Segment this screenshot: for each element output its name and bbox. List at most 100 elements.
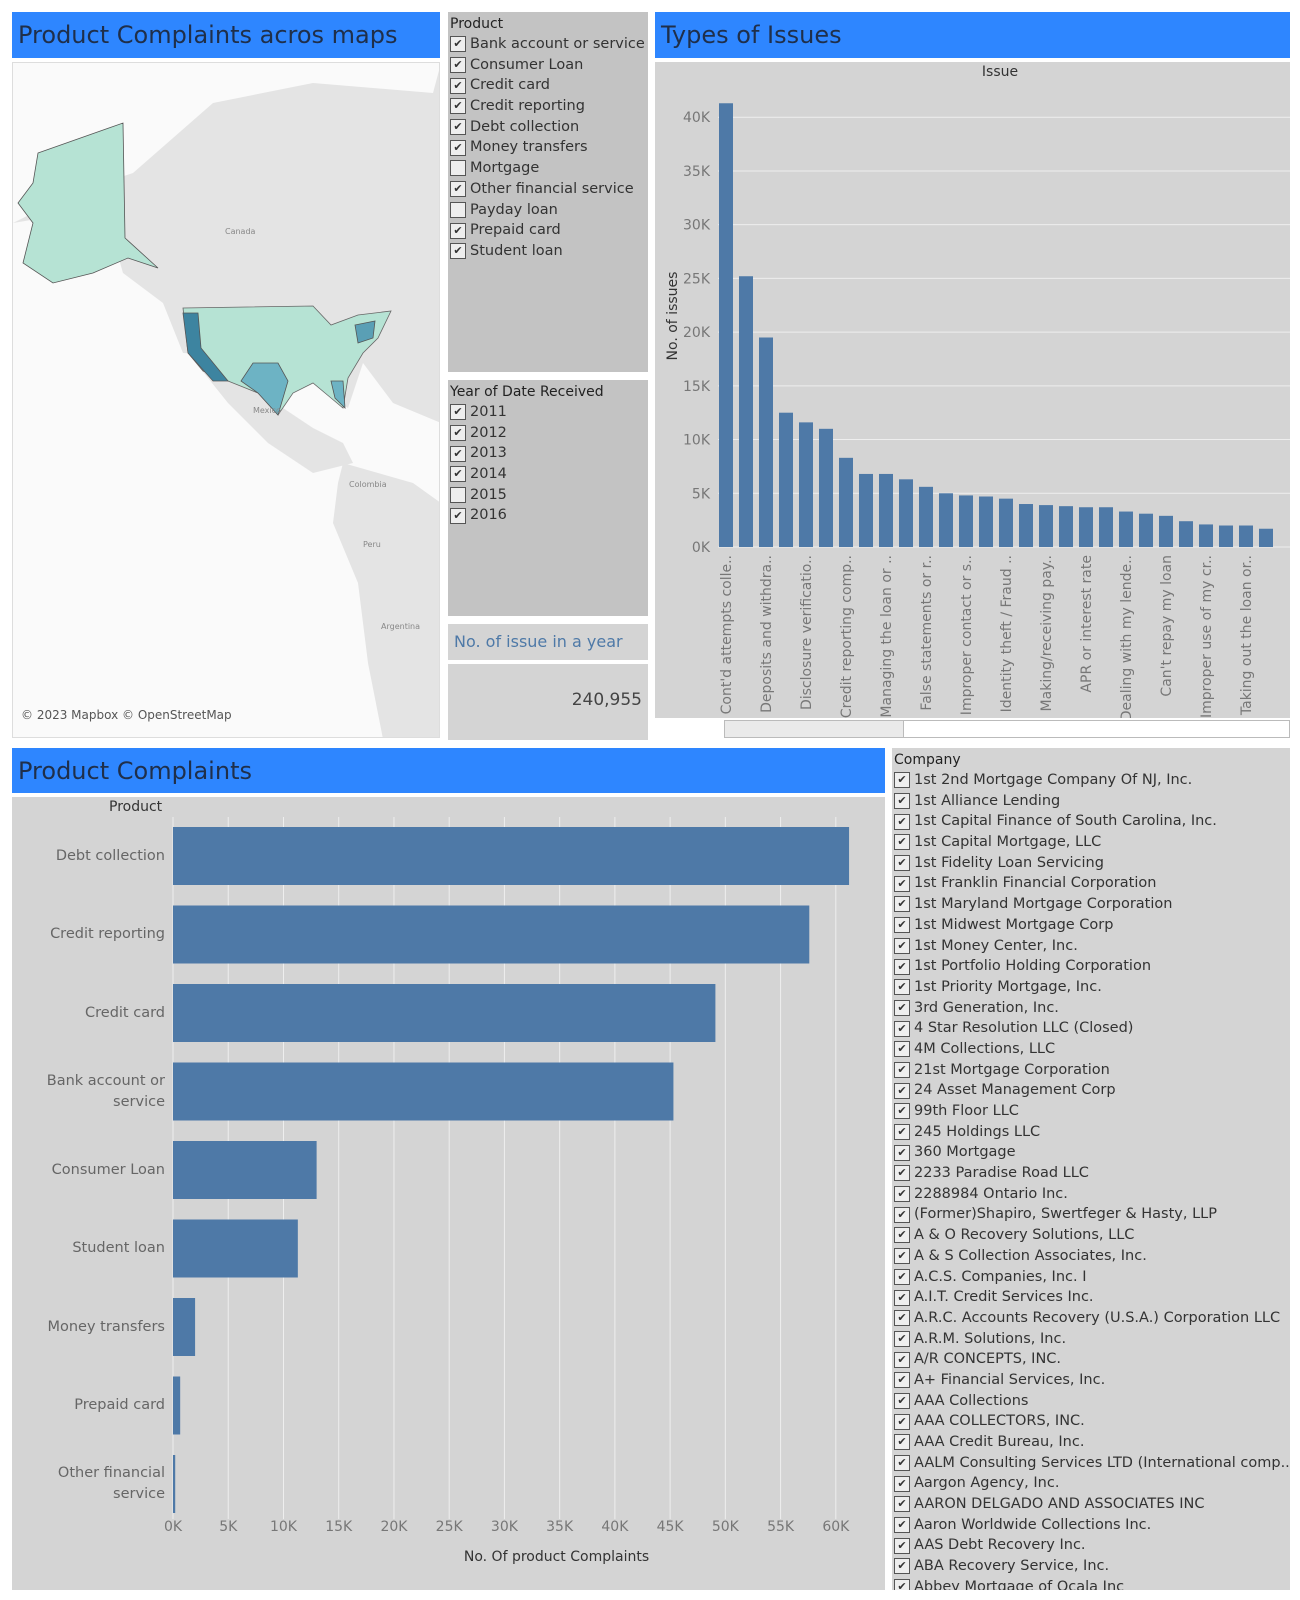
filter-item[interactable]: ✔ Abbey Mortgage of Ocala Inc (894, 1577, 1288, 1590)
checkbox[interactable]: ✔ (894, 1103, 910, 1120)
checkbox[interactable] (450, 160, 466, 177)
filter-item[interactable]: ✔ Credit reporting (450, 96, 646, 117)
filter-item[interactable]: ✔ A+ Financial Services, Inc. (894, 1370, 1288, 1391)
filter-item[interactable]: ✔ AALM Consulting Services LTD (Internati… (894, 1453, 1290, 1474)
checkbox[interactable]: ✔ (894, 1579, 910, 1590)
checkbox[interactable]: ✔ (894, 917, 910, 934)
checkbox[interactable]: ✔ (894, 855, 910, 872)
filter-item[interactable]: ✔ 1st Money Center, Inc. (894, 936, 1288, 957)
checkbox[interactable]: ✔ (894, 834, 910, 851)
checkbox[interactable]: ✔ (894, 937, 910, 954)
scrollbar[interactable] (724, 720, 1290, 738)
filter-item[interactable]: ✔ 3rd Generation, Inc. (894, 998, 1288, 1019)
checkbox[interactable]: ✔ (450, 507, 466, 524)
filter-item[interactable]: Mortgage (450, 158, 646, 179)
checkbox[interactable]: ✔ (894, 999, 910, 1016)
checkbox[interactable]: ✔ (894, 793, 910, 810)
filter-item[interactable]: ✔ A.R.C. Accounts Recovery (U.S.A.) Corpo… (894, 1308, 1288, 1329)
filter-item[interactable]: ✔ AARON DELGADO AND ASSOCIATES INC (894, 1494, 1288, 1515)
checkbox[interactable] (450, 201, 466, 218)
checkbox[interactable]: ✔ (894, 1455, 910, 1472)
checkbox[interactable]: ✔ (450, 222, 466, 239)
filter-item[interactable]: ✔ A.C.S. Companies, Inc. I (894, 1267, 1288, 1288)
filter-item[interactable]: ✔ Student loan (450, 241, 646, 262)
filter-item[interactable]: ✔ Credit card (450, 75, 646, 96)
checkbox[interactable]: ✔ (894, 1558, 910, 1575)
checkbox[interactable]: ✔ (894, 1413, 910, 1430)
checkbox[interactable]: ✔ (450, 243, 466, 260)
checkbox[interactable]: ✔ (894, 1496, 910, 1513)
checkbox[interactable] (450, 487, 466, 504)
checkbox[interactable]: ✔ (450, 425, 466, 442)
filter-item[interactable]: ✔ 2016 (450, 505, 646, 526)
filter-item[interactable]: ✔ 2012 (450, 423, 646, 444)
filter-item[interactable]: ✔ 1st Priority Mortgage, Inc. (894, 977, 1288, 998)
filter-item[interactable]: ✔ A & S Collection Associates, Inc. (894, 1246, 1288, 1267)
filter-item[interactable]: ✔ A/R CONCEPTS, INC. (894, 1349, 1288, 1370)
filter-item[interactable]: ✔ AAS Debt Recovery Inc. (894, 1535, 1288, 1556)
filter-item[interactable]: ✔ 2014 (450, 464, 646, 485)
filter-item[interactable]: ✔ A.R.M. Solutions, Inc. (894, 1329, 1288, 1350)
filter-item[interactable]: ✔ Debt collection (450, 117, 646, 138)
filter-item[interactable]: ✔ 2233 Paradise Road LLC (894, 1163, 1288, 1184)
filter-item[interactable]: ✔ 2011 (450, 402, 646, 423)
filter-item[interactable]: ✔ 2013 (450, 443, 646, 464)
checkbox[interactable]: ✔ (894, 1392, 910, 1409)
filter-item[interactable]: ✔ A.I.T. Credit Services Inc. (894, 1287, 1288, 1308)
checkbox[interactable]: ✔ (894, 1165, 910, 1182)
checkbox[interactable]: ✔ (450, 77, 466, 94)
checkbox[interactable]: ✔ (894, 1124, 910, 1141)
filter-item[interactable]: ✔ Other financial service (450, 179, 646, 200)
scroll-thumb[interactable] (725, 721, 904, 737)
checkbox[interactable]: ✔ (894, 979, 910, 996)
checkbox[interactable]: ✔ (894, 1144, 910, 1161)
filter-item[interactable]: ✔ (Former)Shapiro, Swertfeger & Hasty, LL… (894, 1204, 1288, 1225)
checkbox[interactable]: ✔ (894, 813, 910, 830)
filter-item[interactable]: ✔ AAA Collections (894, 1391, 1288, 1412)
filter-item[interactable]: ✔ ABA Recovery Service, Inc. (894, 1556, 1288, 1577)
filter-item[interactable]: ✔ 1st Capital Mortgage, LLC (894, 832, 1288, 853)
filter-item[interactable]: ✔ 1st Midwest Mortgage Corp (894, 915, 1288, 936)
checkbox[interactable]: ✔ (894, 1227, 910, 1244)
filter-item[interactable]: ✔ 4M Collections, LLC (894, 1039, 1288, 1060)
checkbox[interactable]: ✔ (894, 1268, 910, 1285)
filter-item[interactable]: ✔ Prepaid card (450, 220, 646, 241)
checkbox[interactable]: ✔ (894, 958, 910, 975)
checkbox[interactable]: ✔ (450, 445, 466, 462)
filter-item[interactable]: ✔ 360 Mortgage (894, 1142, 1288, 1163)
checkbox[interactable]: ✔ (894, 1475, 910, 1492)
filter-item[interactable]: ✔ 1st Fidelity Loan Servicing (894, 853, 1288, 874)
checkbox[interactable]: ✔ (894, 1434, 910, 1451)
checkbox[interactable]: ✔ (450, 139, 466, 156)
filter-item[interactable]: ✔ AAA Credit Bureau, Inc. (894, 1432, 1288, 1453)
checkbox[interactable]: ✔ (450, 57, 466, 74)
filter-item[interactable]: ✔ A & O Recovery Solutions, LLC (894, 1225, 1288, 1246)
filter-item[interactable]: ✔ Consumer Loan (450, 55, 646, 76)
filter-item[interactable]: ✔ Aaron Worldwide Collections Inc. (894, 1515, 1288, 1536)
checkbox[interactable]: ✔ (894, 1186, 910, 1203)
checkbox[interactable]: ✔ (894, 1330, 910, 1347)
checkbox[interactable]: ✔ (450, 181, 466, 198)
checkbox[interactable]: ✔ (894, 1206, 910, 1223)
filter-item[interactable]: ✔ 1st Capital Finance of South Carolina, … (894, 811, 1288, 832)
filter-item[interactable]: ✔ 2288984 Ontario Inc. (894, 1184, 1288, 1205)
checkbox[interactable]: ✔ (894, 1310, 910, 1327)
checkbox[interactable]: ✔ (894, 1020, 910, 1037)
filter-item[interactable]: ✔ 1st Franklin Financial Corporation (894, 873, 1288, 894)
filter-item[interactable]: ✔ Bank account or service (450, 34, 646, 55)
checkbox[interactable]: ✔ (894, 1289, 910, 1306)
checkbox[interactable]: ✔ (894, 772, 910, 789)
checkbox[interactable]: ✔ (450, 36, 466, 53)
checkbox[interactable]: ✔ (894, 1061, 910, 1078)
filter-item[interactable]: ✔ 245 Holdings LLC (894, 1122, 1288, 1143)
checkbox[interactable]: ✔ (894, 1041, 910, 1058)
filter-item[interactable]: ✔ 1st Alliance Lending (894, 791, 1288, 812)
checkbox[interactable]: ✔ (450, 404, 466, 421)
checkbox[interactable]: ✔ (894, 1372, 910, 1389)
checkbox[interactable]: ✔ (450, 98, 466, 115)
filter-item[interactable]: ✔ 21st Mortgage Corporation (894, 1060, 1288, 1081)
filter-item[interactable]: ✔ Aargon Agency, Inc. (894, 1473, 1288, 1494)
filter-item[interactable]: ✔ 99th Floor LLC (894, 1101, 1288, 1122)
filter-item[interactable]: ✔ 4 Star Resolution LLC (Closed) (894, 1018, 1288, 1039)
checkbox[interactable]: ✔ (894, 1248, 910, 1265)
